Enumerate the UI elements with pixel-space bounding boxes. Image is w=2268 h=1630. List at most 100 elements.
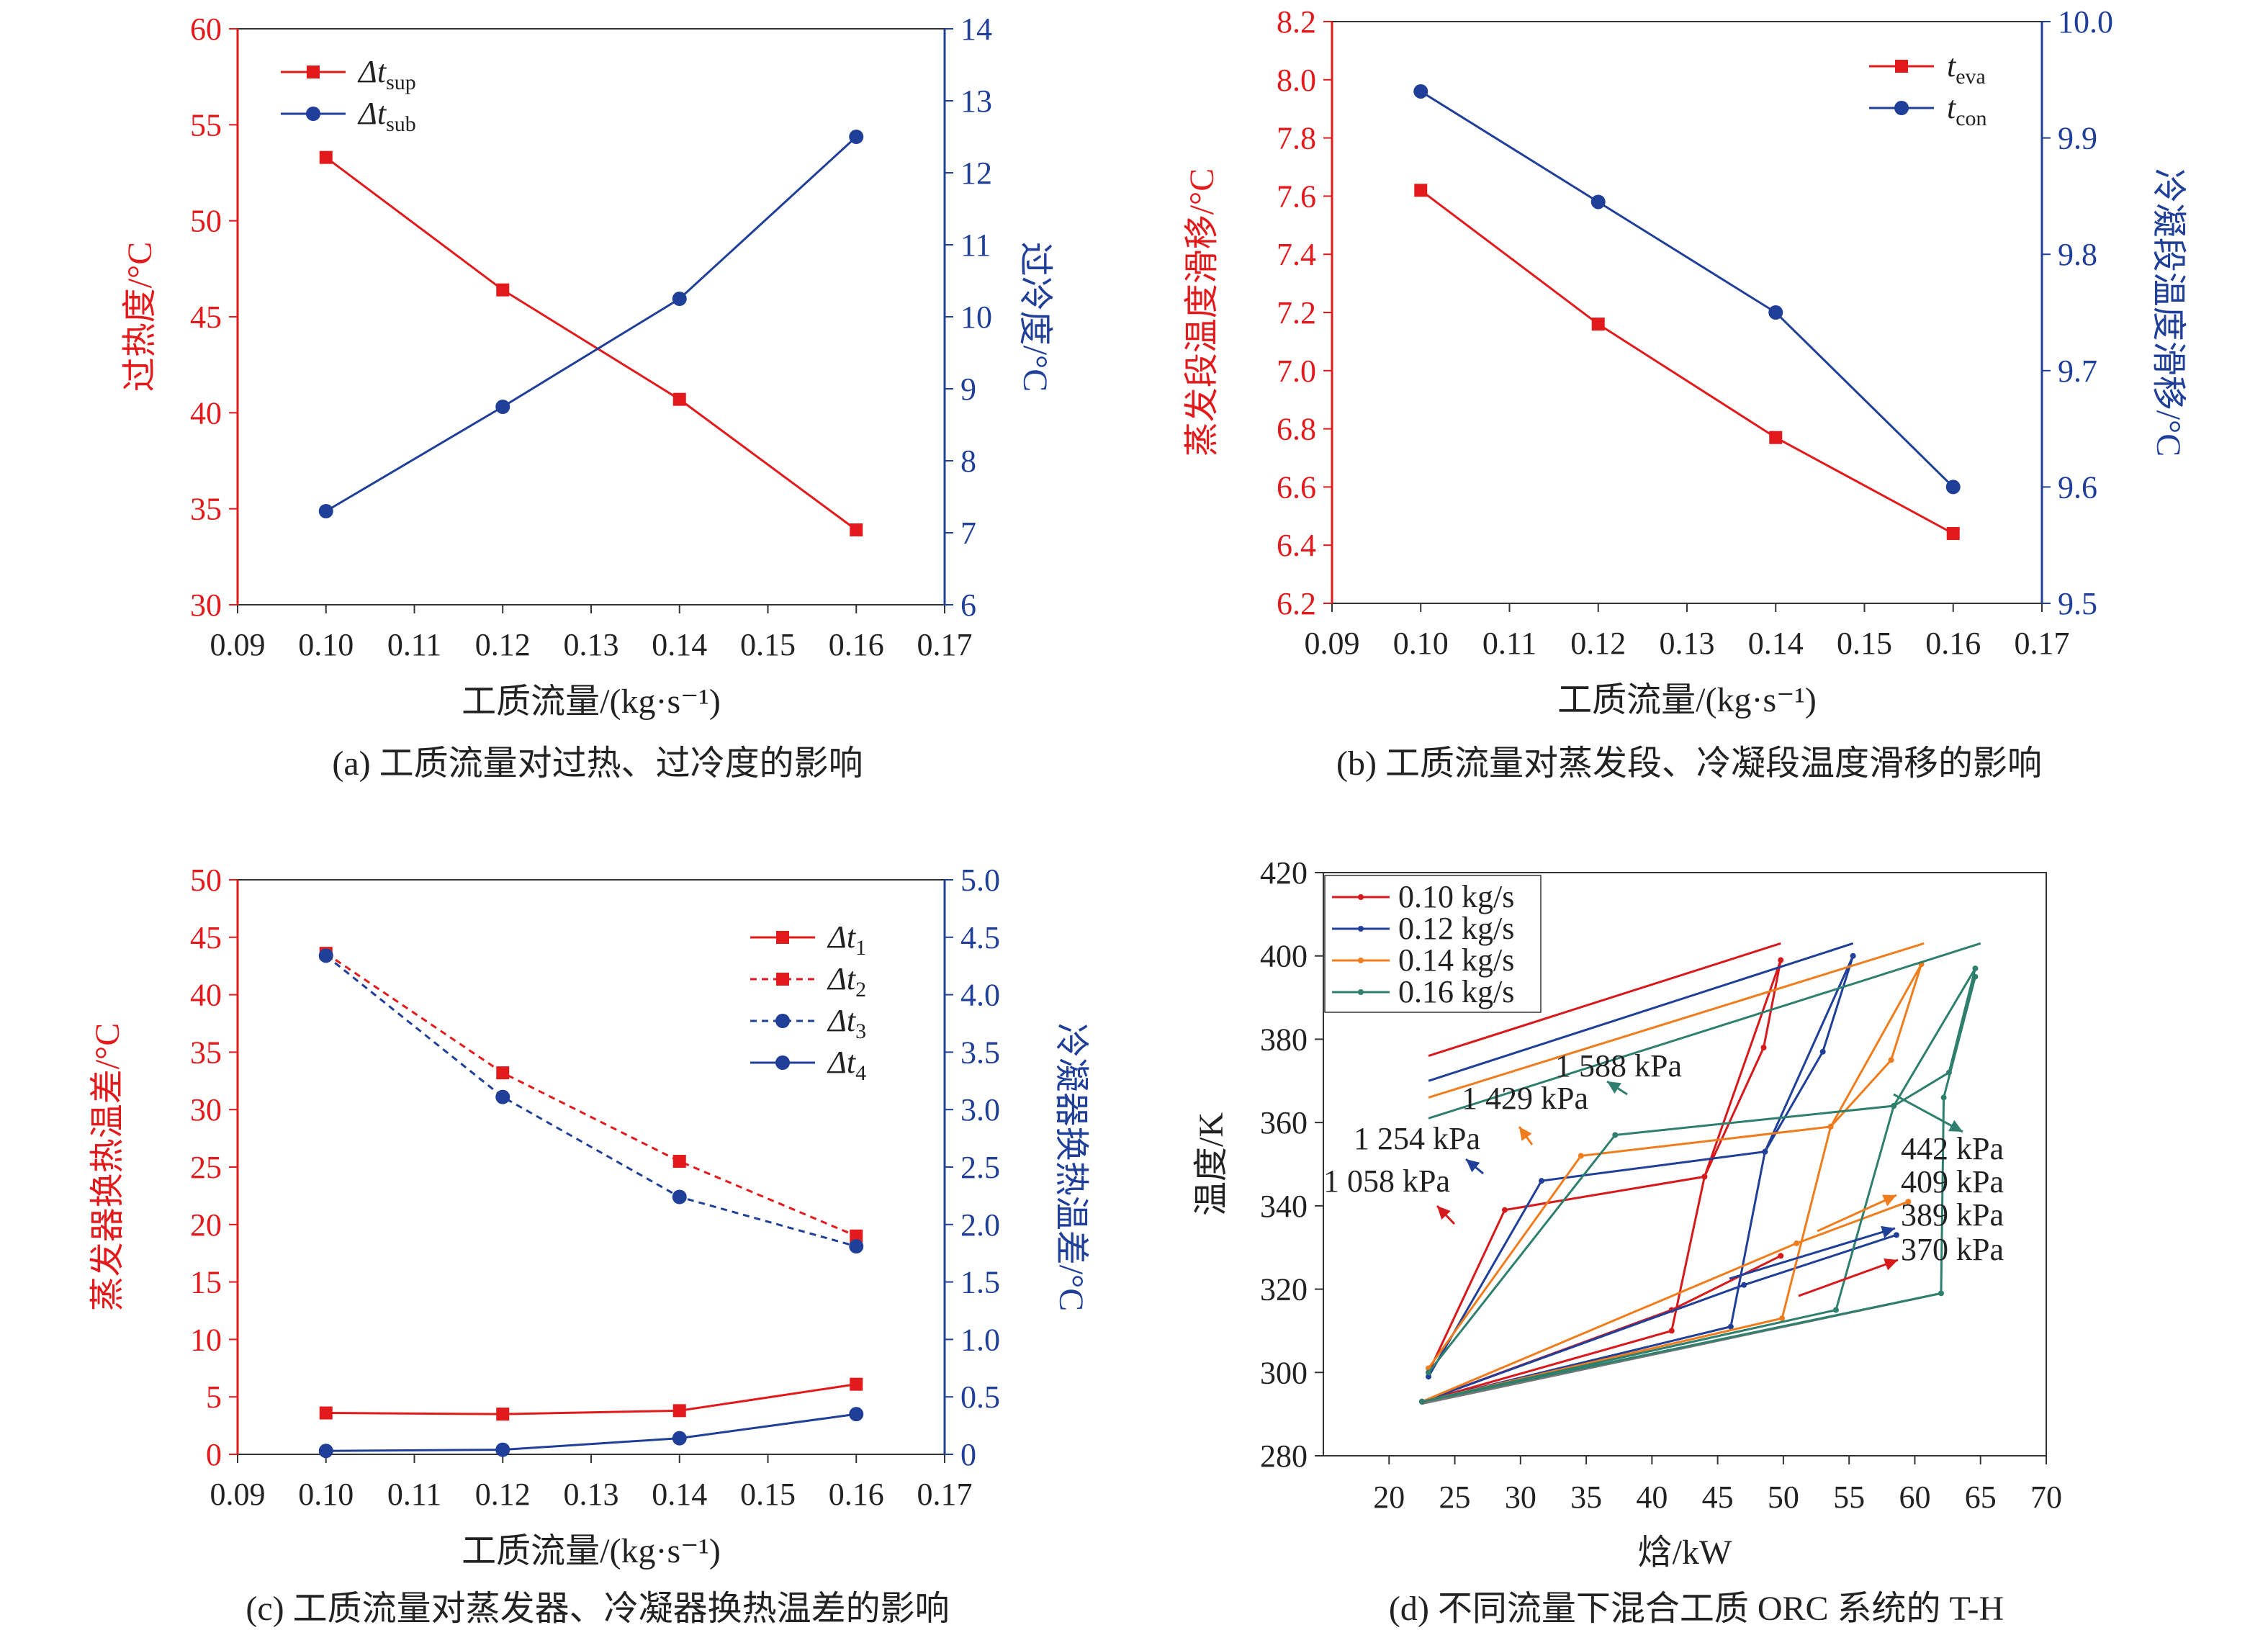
x-tick-label: 0.11: [1482, 626, 1536, 661]
y-left-tick-label: 0: [206, 1437, 222, 1472]
x-tick-label: 0.13: [564, 627, 619, 662]
cycle-point-2-5: [1827, 1123, 1834, 1130]
x-tick-label: 65: [1965, 1480, 1997, 1515]
data-point-s1-2: [672, 1155, 686, 1169]
cycle-point-3-8: [1938, 1290, 1944, 1297]
x-tick-label: 20: [1373, 1480, 1405, 1515]
y-right-tick-label: 9: [960, 372, 976, 407]
legend-symbol: Δt: [827, 919, 857, 955]
pressure-arrow-7: [1798, 1258, 1899, 1297]
y-right-tick-label: 3.5: [960, 1035, 1000, 1070]
legend-symbol: Δt: [827, 1003, 857, 1038]
cycle-point-3-5: [1891, 1103, 1897, 1109]
y-right-tick-label: 9.5: [2058, 586, 2097, 621]
data-point-s1-3: [850, 1229, 863, 1243]
y-left-tick-label: 50: [190, 863, 222, 898]
x-tick-label: 0.12: [1570, 626, 1626, 661]
legend-subscript: 4: [855, 1061, 866, 1085]
panel-caption-c: (c) 工质流量对蒸发器、冷凝器换热温差的影响: [246, 1590, 949, 1628]
x-tick-label: 0.12: [475, 1477, 531, 1512]
x-axis-label: 工质流量/(kg·s⁻¹): [1557, 681, 1817, 719]
y-right-axis-label: 冷凝段温度滑移/°C: [2149, 168, 2187, 457]
series-line-0: [325, 156, 858, 531]
legend-marker-1: [1894, 101, 1909, 115]
data-point-s0-0: [319, 1406, 333, 1420]
y-tick-label: 400: [1260, 939, 1308, 974]
y-right-tick-label: 10: [960, 300, 992, 335]
legend-label-0: teva: [1947, 48, 1986, 89]
plot-frame: [1331, 21, 2043, 604]
cycle-point-3-3: [1945, 1069, 1952, 1076]
x-tick-label: 0.09: [210, 627, 266, 662]
y-right-tick-label: 1.5: [960, 1265, 1000, 1300]
y-left-tick-label: 6.2: [1277, 586, 1316, 621]
pressure-label-5: 409 kPa: [1901, 1164, 2004, 1199]
y-tick-label: 320: [1260, 1272, 1308, 1307]
pressure-arrowhead-0: [1607, 1081, 1621, 1094]
x-tick-label: 70: [2030, 1480, 2062, 1515]
legend-marker-3: [1358, 989, 1364, 995]
pressure-arrowhead-3: [1437, 1206, 1451, 1220]
cycle-line-1: [1421, 955, 1897, 1403]
y-left-axis-label: 蒸发段温度滑移/°C: [1183, 168, 1221, 457]
legend-subscript: 2: [855, 978, 866, 1001]
series-line-1: [325, 135, 858, 513]
y-right-tick-label: 8: [960, 443, 976, 479]
panel-caption-d: (d) 不同流量下混合工质 ORC 系统的 T-H: [1389, 1590, 2004, 1628]
x-tick-label: 0.13: [564, 1477, 619, 1512]
legend-symbol: Δt: [827, 961, 857, 996]
pressure-arrow-5: [1817, 1194, 1897, 1233]
cycle-point-1-4: [1850, 953, 1856, 959]
data-point-s0-2: [1769, 431, 1783, 444]
y-left-axis-label: 过热度/°C: [121, 242, 159, 392]
cycle-point-1-3: [1819, 1048, 1826, 1055]
y-left-tick-label: 15: [190, 1265, 222, 1300]
y-left-tick-label: 55: [190, 107, 222, 143]
y-left-tick-label: 40: [190, 978, 222, 1013]
x-tick-label: 0.09: [1305, 626, 1360, 661]
y-right-axis-label: 过冷度/°C: [1016, 242, 1054, 392]
y-left-tick-label: 6.4: [1277, 528, 1316, 563]
cycle-point-1-9: [1893, 1232, 1899, 1238]
x-tick-label: 60: [1899, 1480, 1930, 1515]
series-line-1: [1420, 90, 1954, 488]
legend-label-2: Δt3: [827, 1003, 866, 1043]
x-tick-label: 55: [1833, 1480, 1865, 1515]
legend-label-0: 0.10 kg/s: [1398, 879, 1514, 914]
x-tick-label: 0.14: [1748, 626, 1804, 661]
series-line-0: [1420, 189, 1954, 535]
x-tick-label: 0.10: [1393, 626, 1449, 661]
data-point-s0-2: [672, 392, 686, 406]
legend-label-1: 0.12 kg/s: [1398, 911, 1514, 946]
y-right-tick-label: 9.6: [2058, 469, 2097, 505]
series-line-1: [325, 952, 857, 1238]
y-left-tick-label: 35: [190, 1035, 222, 1070]
cycle-point-1-1: [1539, 1178, 1545, 1184]
chart-b: 0.09 0.10 0.11 0.12 0.13 0.14 0.15 0.16 0.17 6.2 6…: [1183, 4, 2187, 783]
y-right-tick-label: 9.9: [2058, 121, 2097, 156]
y-right-tick-label: 0: [960, 1437, 976, 1472]
y-right-axis-label: 冷凝器换热温差/°C: [1052, 1023, 1090, 1312]
data-point-s1-3: [849, 130, 864, 144]
legend-label-1: tcon: [1947, 90, 1987, 130]
data-point-s1-2: [672, 292, 687, 306]
chart-d: 20 25 30 35 40 45 50 55 60 65 70 280 300 320 340 360 380…: [1192, 855, 2062, 1628]
y-left-tick-label: 7.6: [1277, 179, 1316, 214]
y-left-tick-label: 8.0: [1277, 63, 1316, 98]
pressure-label-1: 1 429 kPa: [1462, 1081, 1588, 1116]
data-point-s0-3: [850, 1377, 863, 1391]
y-left-tick-label: 5: [206, 1379, 222, 1415]
pressure-label-7: 370 kPa: [1901, 1232, 2004, 1267]
data-point-s2-3: [849, 1239, 864, 1254]
cycle-point-0-4: [1778, 957, 1784, 963]
cycle-point-0-9: [1778, 1253, 1784, 1259]
x-tick-label: 0.16: [829, 627, 884, 662]
y-right-tick-label: 9.7: [2058, 354, 2097, 389]
chart-c: 0.09 0.10 0.11 0.12 0.13 0.14 0.15 0.16 0.170510…: [89, 863, 1090, 1628]
x-tick-label: 25: [1439, 1480, 1471, 1515]
legend-symbol: t: [1947, 90, 1957, 125]
pressure-label-2: 1 254 kPa: [1354, 1121, 1480, 1156]
y-right-tick-label: 9.8: [2058, 237, 2097, 272]
data-point-s2-0: [318, 948, 333, 963]
legend-symbol: Δt: [357, 54, 387, 89]
